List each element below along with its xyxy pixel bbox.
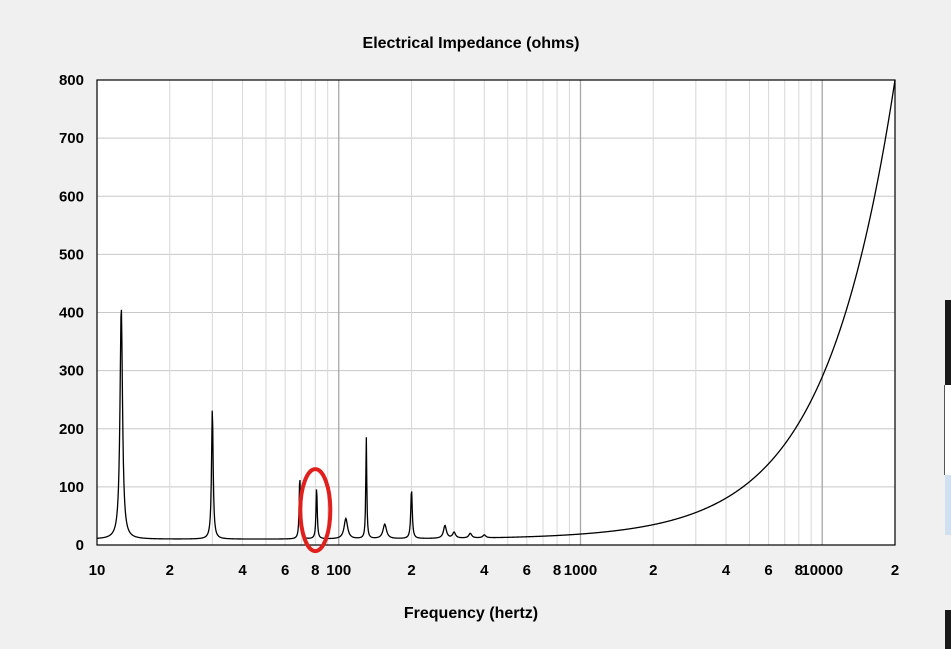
x-tick-label: 4	[480, 562, 489, 579]
x-tick-label: 4	[722, 562, 731, 579]
window-edge-strip	[945, 610, 951, 649]
window-edge-strip	[945, 300, 951, 385]
annotation-layer	[298, 467, 333, 554]
x-axis-title: Frequency (hertz)	[404, 605, 538, 622]
x-tick-label: 6	[764, 562, 772, 579]
x-tick-label: 100	[326, 562, 351, 579]
x-tick-label: 10000	[801, 562, 843, 579]
y-tick-label: 800	[59, 72, 84, 89]
x-tick-label: 8	[553, 562, 561, 579]
y-tick-label: 500	[59, 246, 84, 263]
y-tick-label: 600	[59, 188, 84, 205]
plot-border	[96, 79, 896, 546]
y-tick-label: 400	[59, 305, 84, 322]
x-tick-label: 2	[891, 562, 899, 579]
x-tick-label: 8	[795, 562, 803, 579]
x-tick-label: 6	[281, 562, 289, 579]
y-tick-label: 0	[76, 537, 84, 554]
grid-lines	[97, 80, 895, 545]
x-tick-label: 10	[89, 562, 106, 579]
x-tick-label: 2	[407, 562, 415, 579]
x-tick-label: 8	[311, 562, 319, 579]
x-tick-label: 6	[523, 562, 531, 579]
window-edge-strip	[945, 475, 951, 535]
window-edge-strip	[944, 385, 951, 475]
y-tick-label: 200	[59, 421, 84, 438]
x-tick-label: 2	[166, 562, 174, 579]
red-circle-annotation	[298, 467, 333, 554]
x-tick-label: 4	[238, 562, 247, 579]
y-tick-label: 700	[59, 130, 84, 147]
x-tick-label: 1000	[564, 562, 597, 579]
y-tick-labels: 0 100 200 300 400 500 600 700 800	[59, 72, 84, 554]
y-tick-label: 300	[59, 363, 84, 380]
y-tick-label: 100	[59, 479, 84, 496]
series-layer	[96, 79, 896, 540]
impedance-curve	[96, 79, 896, 540]
x-tick-label: 2	[649, 562, 657, 579]
chart-title: Electrical Impedance (ohms)	[363, 35, 580, 52]
